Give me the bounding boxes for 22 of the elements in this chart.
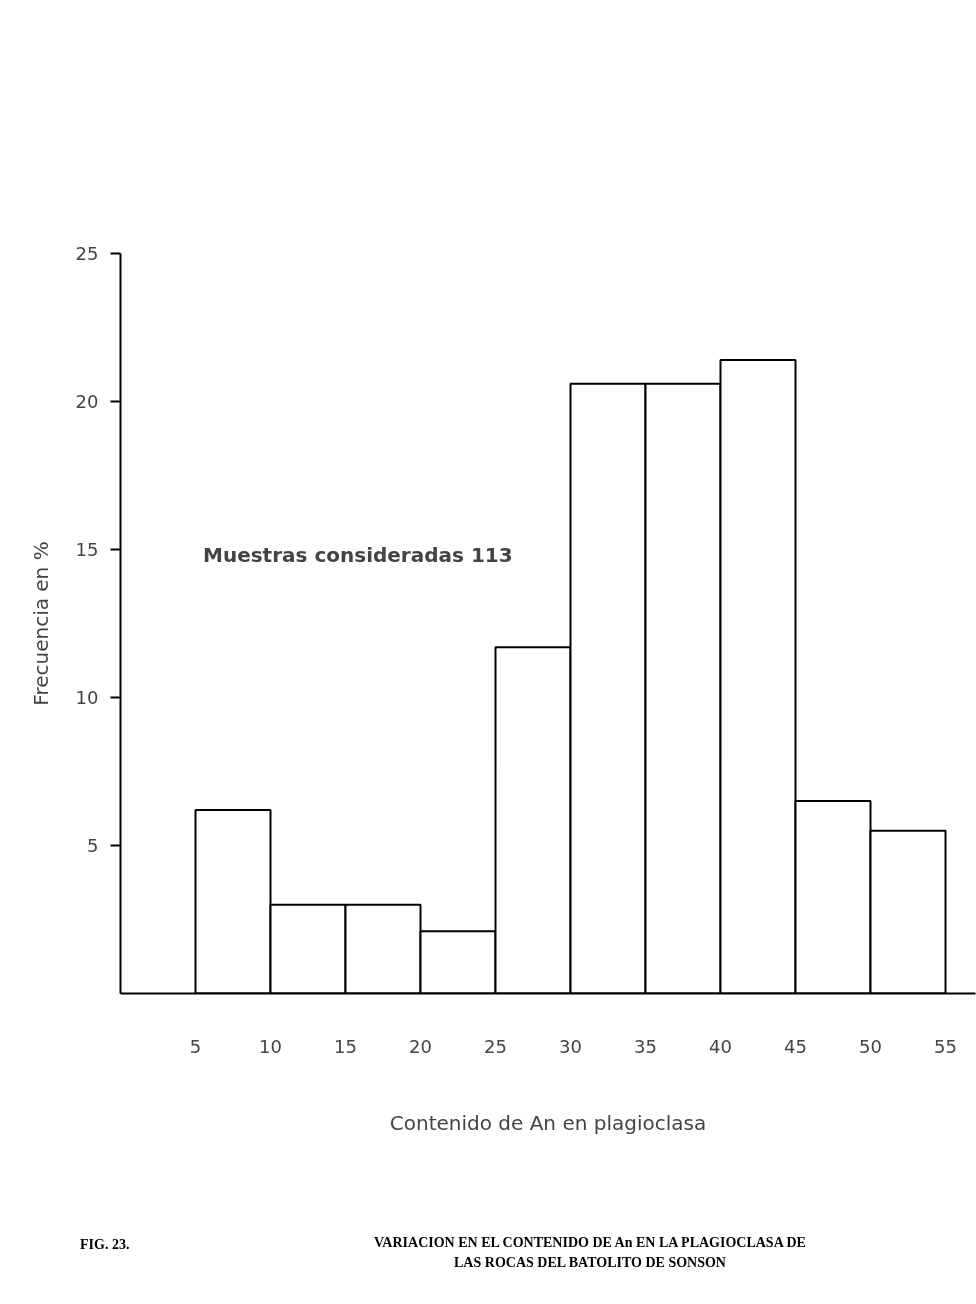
y-tick-label: 20 [75, 391, 99, 412]
caption: FIG. 23. [80, 1236, 130, 1254]
x-tick-label: 25 [484, 1035, 507, 1057]
x-tick-label: 55 [934, 1035, 957, 1057]
x-tick-label: 20 [409, 1035, 432, 1057]
text: LAS ROCAS DEL BATOLITO DE SONSON [453, 1254, 727, 1272]
y-tick-label: 15 [75, 539, 99, 560]
x-tick-label: 5 [189, 1035, 202, 1057]
y-axis-title: Frecuencia en % [28, 541, 53, 706]
y-tick-label: 10 [75, 687, 99, 708]
annotation: Muestras consideradas 113 [203, 543, 513, 568]
y-tick-label: 5 [87, 835, 99, 856]
x-tick-label: 45 [784, 1035, 807, 1057]
x-tick-label: 35 [634, 1035, 657, 1057]
x-tick-label: 40 [709, 1035, 732, 1057]
x-tick-label: 15 [334, 1035, 357, 1057]
text: VARIACION EN EL CONTENIDO DE An EN LA PLAGIOCLASA DE [373, 1234, 807, 1252]
x-axis-title: Contenido de An en plagioclasa [389, 1110, 707, 1135]
x-tick-label: 50 [859, 1035, 882, 1057]
x-tick-label: 10 [259, 1035, 282, 1057]
y-tick-label: 25 [75, 243, 99, 264]
x-tick-label: 30 [559, 1035, 582, 1057]
